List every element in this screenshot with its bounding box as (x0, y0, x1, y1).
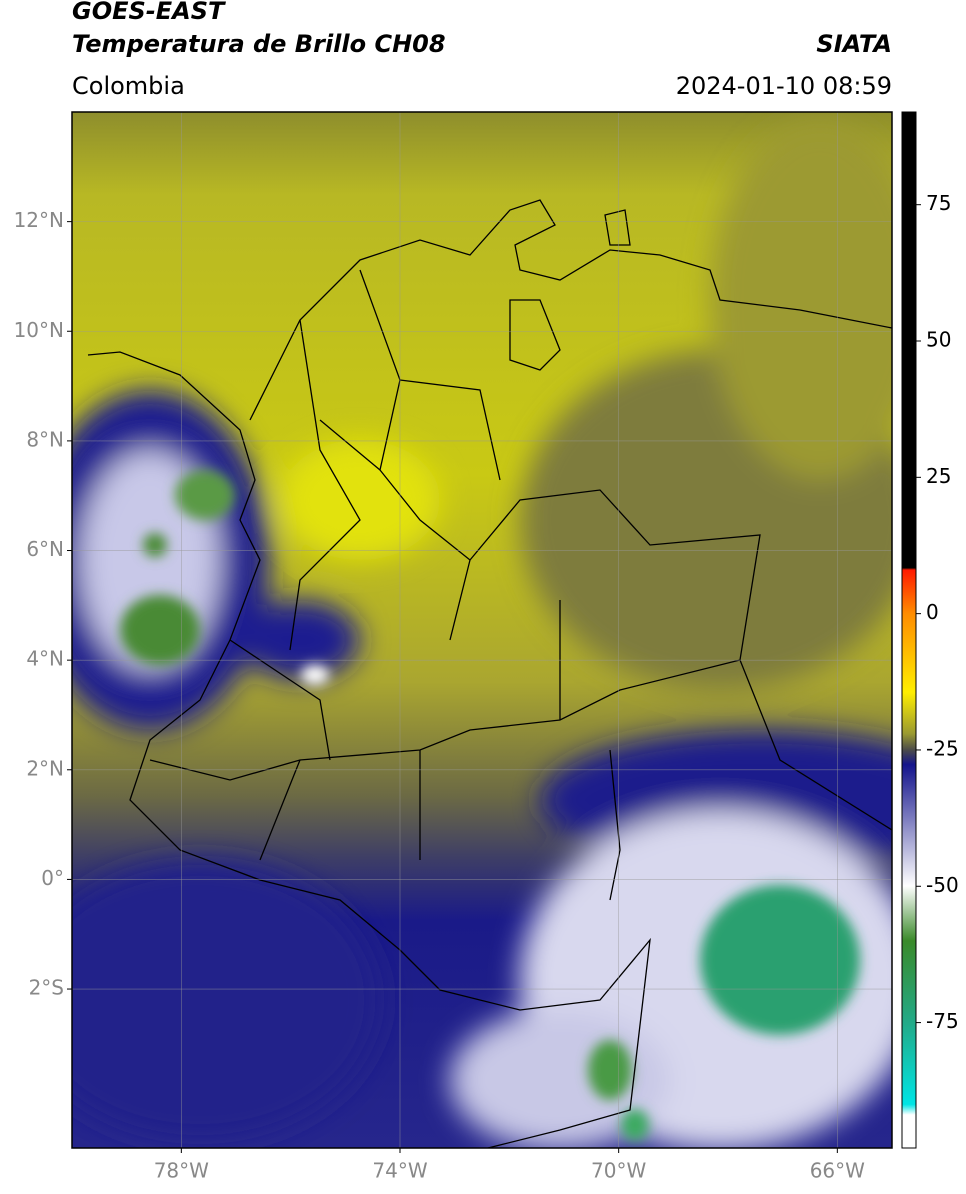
colorbar-tick-label: 0 (926, 600, 939, 624)
colorbar (901, 111, 917, 1149)
y-tick-label: 10°N (14, 318, 64, 342)
map-frame (71, 111, 893, 1149)
y-tick-label: 6°N (26, 537, 64, 561)
colorbar-tick-label: 50 (926, 328, 951, 352)
y-tick-label: 2°S (29, 976, 64, 1000)
y-tick-label: 8°N (26, 427, 64, 451)
region: Colombia (72, 72, 185, 100)
x-tick-label: 70°W (591, 1159, 646, 1183)
y-tick-label: 2°N (26, 756, 64, 780)
x-tick-label: 78°W (154, 1159, 209, 1183)
colorbar-tick-label: 25 (926, 464, 951, 488)
subtitle: Temperatura de Brillo CH08 (72, 30, 446, 58)
colorbar-tick-label: -50 (926, 873, 959, 897)
title: GOES-EAST (72, 0, 226, 25)
colorbar-tick-label: 75 (926, 191, 951, 215)
y-tick-label: 12°N (14, 208, 64, 232)
axes: 78°W 74°W 70°W 66°W 12°N 10°N 8°N 6°N 4°N 2°N 0° 2°… (14, 112, 959, 1183)
coastlines (87, 199, 892, 1148)
y-tick-label: 4°N (26, 647, 64, 671)
x-tick-label: 74°W (372, 1159, 427, 1183)
x-tick-label: 66°W (810, 1159, 865, 1183)
colorbar-tick-label: -25 (926, 736, 959, 760)
datetime: 2024-01-10 08:59 (676, 72, 892, 100)
satellite-image (72, 112, 892, 1148)
y-tick-label: 0° (41, 866, 64, 890)
source: SIATA (816, 30, 892, 58)
colorbar-tick-label: -75 (926, 1009, 959, 1033)
